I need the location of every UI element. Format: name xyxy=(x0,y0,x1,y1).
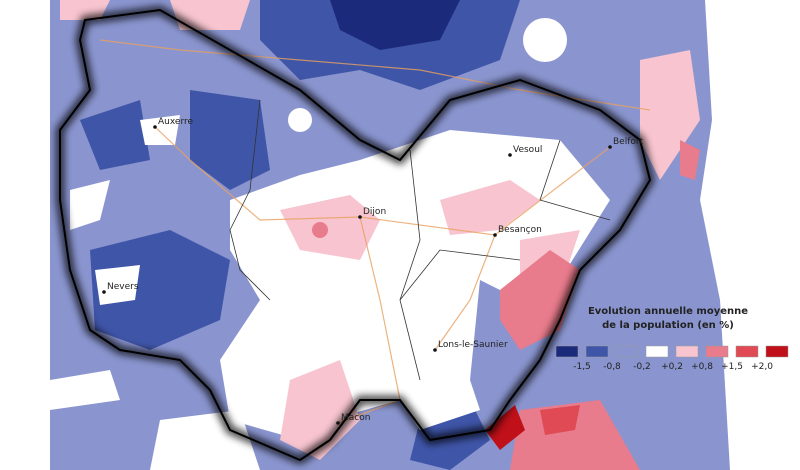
city-label: Nevers xyxy=(107,282,139,292)
legend-label: +2,0 xyxy=(751,362,773,372)
legend-swatch xyxy=(615,345,639,358)
city-label: Auxerre xyxy=(158,117,193,127)
city-dot xyxy=(153,125,157,129)
legend-label: -0,8 xyxy=(603,362,621,372)
city-label: Belfort xyxy=(613,137,644,147)
city-label: Dijon xyxy=(363,207,386,217)
city-dot xyxy=(433,348,437,352)
legend-title: de la population (en %) xyxy=(602,320,734,331)
city-dot xyxy=(508,153,512,157)
legend-label: +0,8 xyxy=(691,362,713,372)
legend-swatch xyxy=(555,345,579,358)
legend-swatch xyxy=(645,345,669,358)
city-dot xyxy=(336,421,340,425)
legend-swatch xyxy=(735,345,759,358)
legend-title: Evolution annuelle moyenne xyxy=(588,306,748,317)
legend-swatch xyxy=(585,345,609,358)
population-map xyxy=(50,0,730,470)
legend-label: +1,5 xyxy=(721,362,743,372)
legend-label: +0,2 xyxy=(661,362,683,372)
city-dot xyxy=(608,145,612,149)
city-label: Vesoul xyxy=(513,145,542,155)
city-dot xyxy=(493,233,497,237)
legend-swatch xyxy=(765,345,789,358)
city-label: Lons-le-Saunier xyxy=(438,340,508,350)
legend-label: -0,2 xyxy=(633,362,651,372)
legend-swatch xyxy=(705,345,729,358)
city-label: Besançon xyxy=(498,225,542,235)
legend-label: -1,5 xyxy=(573,362,591,372)
city-dot xyxy=(358,215,362,219)
legend-swatch xyxy=(675,345,699,358)
city-dot xyxy=(102,290,106,294)
city-label: Macon xyxy=(341,413,370,423)
